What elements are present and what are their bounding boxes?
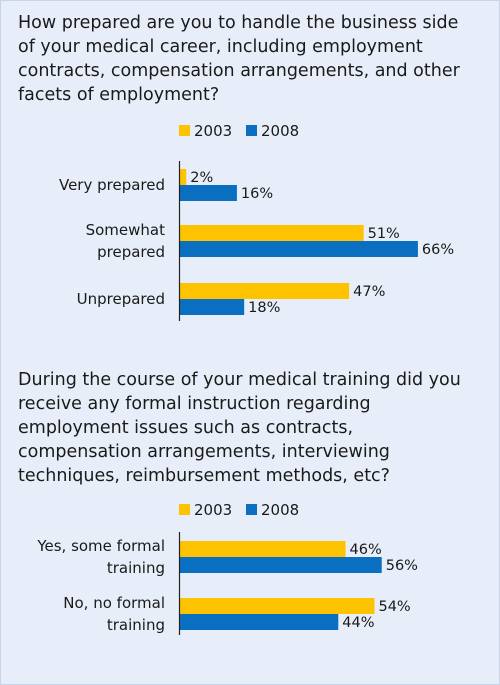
category-label: Yes, some formal xyxy=(36,537,165,555)
legend-swatch-2003 xyxy=(179,125,190,136)
chart-formal-instruction: 2003 2008 Yes, some formal training 46%56% No… xyxy=(36,501,418,635)
question-2: During the course of your medical traini… xyxy=(18,370,461,486)
bar-2003 xyxy=(179,225,364,241)
legend-label-2008: 2008 xyxy=(261,122,299,140)
bar-2003 xyxy=(179,169,187,185)
legend-swatch-2008 xyxy=(246,125,257,136)
data-label-2003: 47% xyxy=(353,284,385,300)
data-label-2003: 51% xyxy=(368,226,400,242)
bar-2008 xyxy=(179,185,237,201)
data-label-2008: 18% xyxy=(248,300,280,316)
legend-swatch-2008 xyxy=(246,504,257,515)
data-label-2003: 54% xyxy=(378,599,410,615)
legend-label-2003: 2003 xyxy=(194,501,232,519)
data-label-2003: 2% xyxy=(190,170,213,186)
bar-2008 xyxy=(179,241,418,257)
data-label-2008: 16% xyxy=(241,186,273,202)
question-1: How prepared are you to handle the busin… xyxy=(18,13,460,105)
bar-2008 xyxy=(179,299,245,315)
bar-2008 xyxy=(179,614,339,630)
data-label-2008: 56% xyxy=(386,558,418,574)
category-label: Somewhat xyxy=(86,221,166,239)
data-label-2008: 44% xyxy=(342,615,374,631)
bar-2003 xyxy=(179,541,346,557)
data-label-2008: 66% xyxy=(422,242,454,258)
legend-label-2003: 2003 xyxy=(194,122,232,140)
category-label: training xyxy=(107,616,165,634)
category-label: Unprepared xyxy=(77,290,165,308)
bar-2003 xyxy=(179,283,350,299)
data-label-2003: 46% xyxy=(350,542,382,558)
chart-preparedness: 2003 2008 Very prepared 2% 16% Somewhat prepar… xyxy=(59,122,454,321)
legend-label-2008: 2008 xyxy=(261,501,299,519)
category-label: training xyxy=(107,559,165,577)
category-label: prepared xyxy=(97,243,165,261)
category-label: No, no formal xyxy=(63,594,165,612)
bar-2008 xyxy=(179,557,382,573)
category-label: Very prepared xyxy=(59,176,165,194)
bar-2003 xyxy=(179,598,375,614)
legend-swatch-2003 xyxy=(179,504,190,515)
